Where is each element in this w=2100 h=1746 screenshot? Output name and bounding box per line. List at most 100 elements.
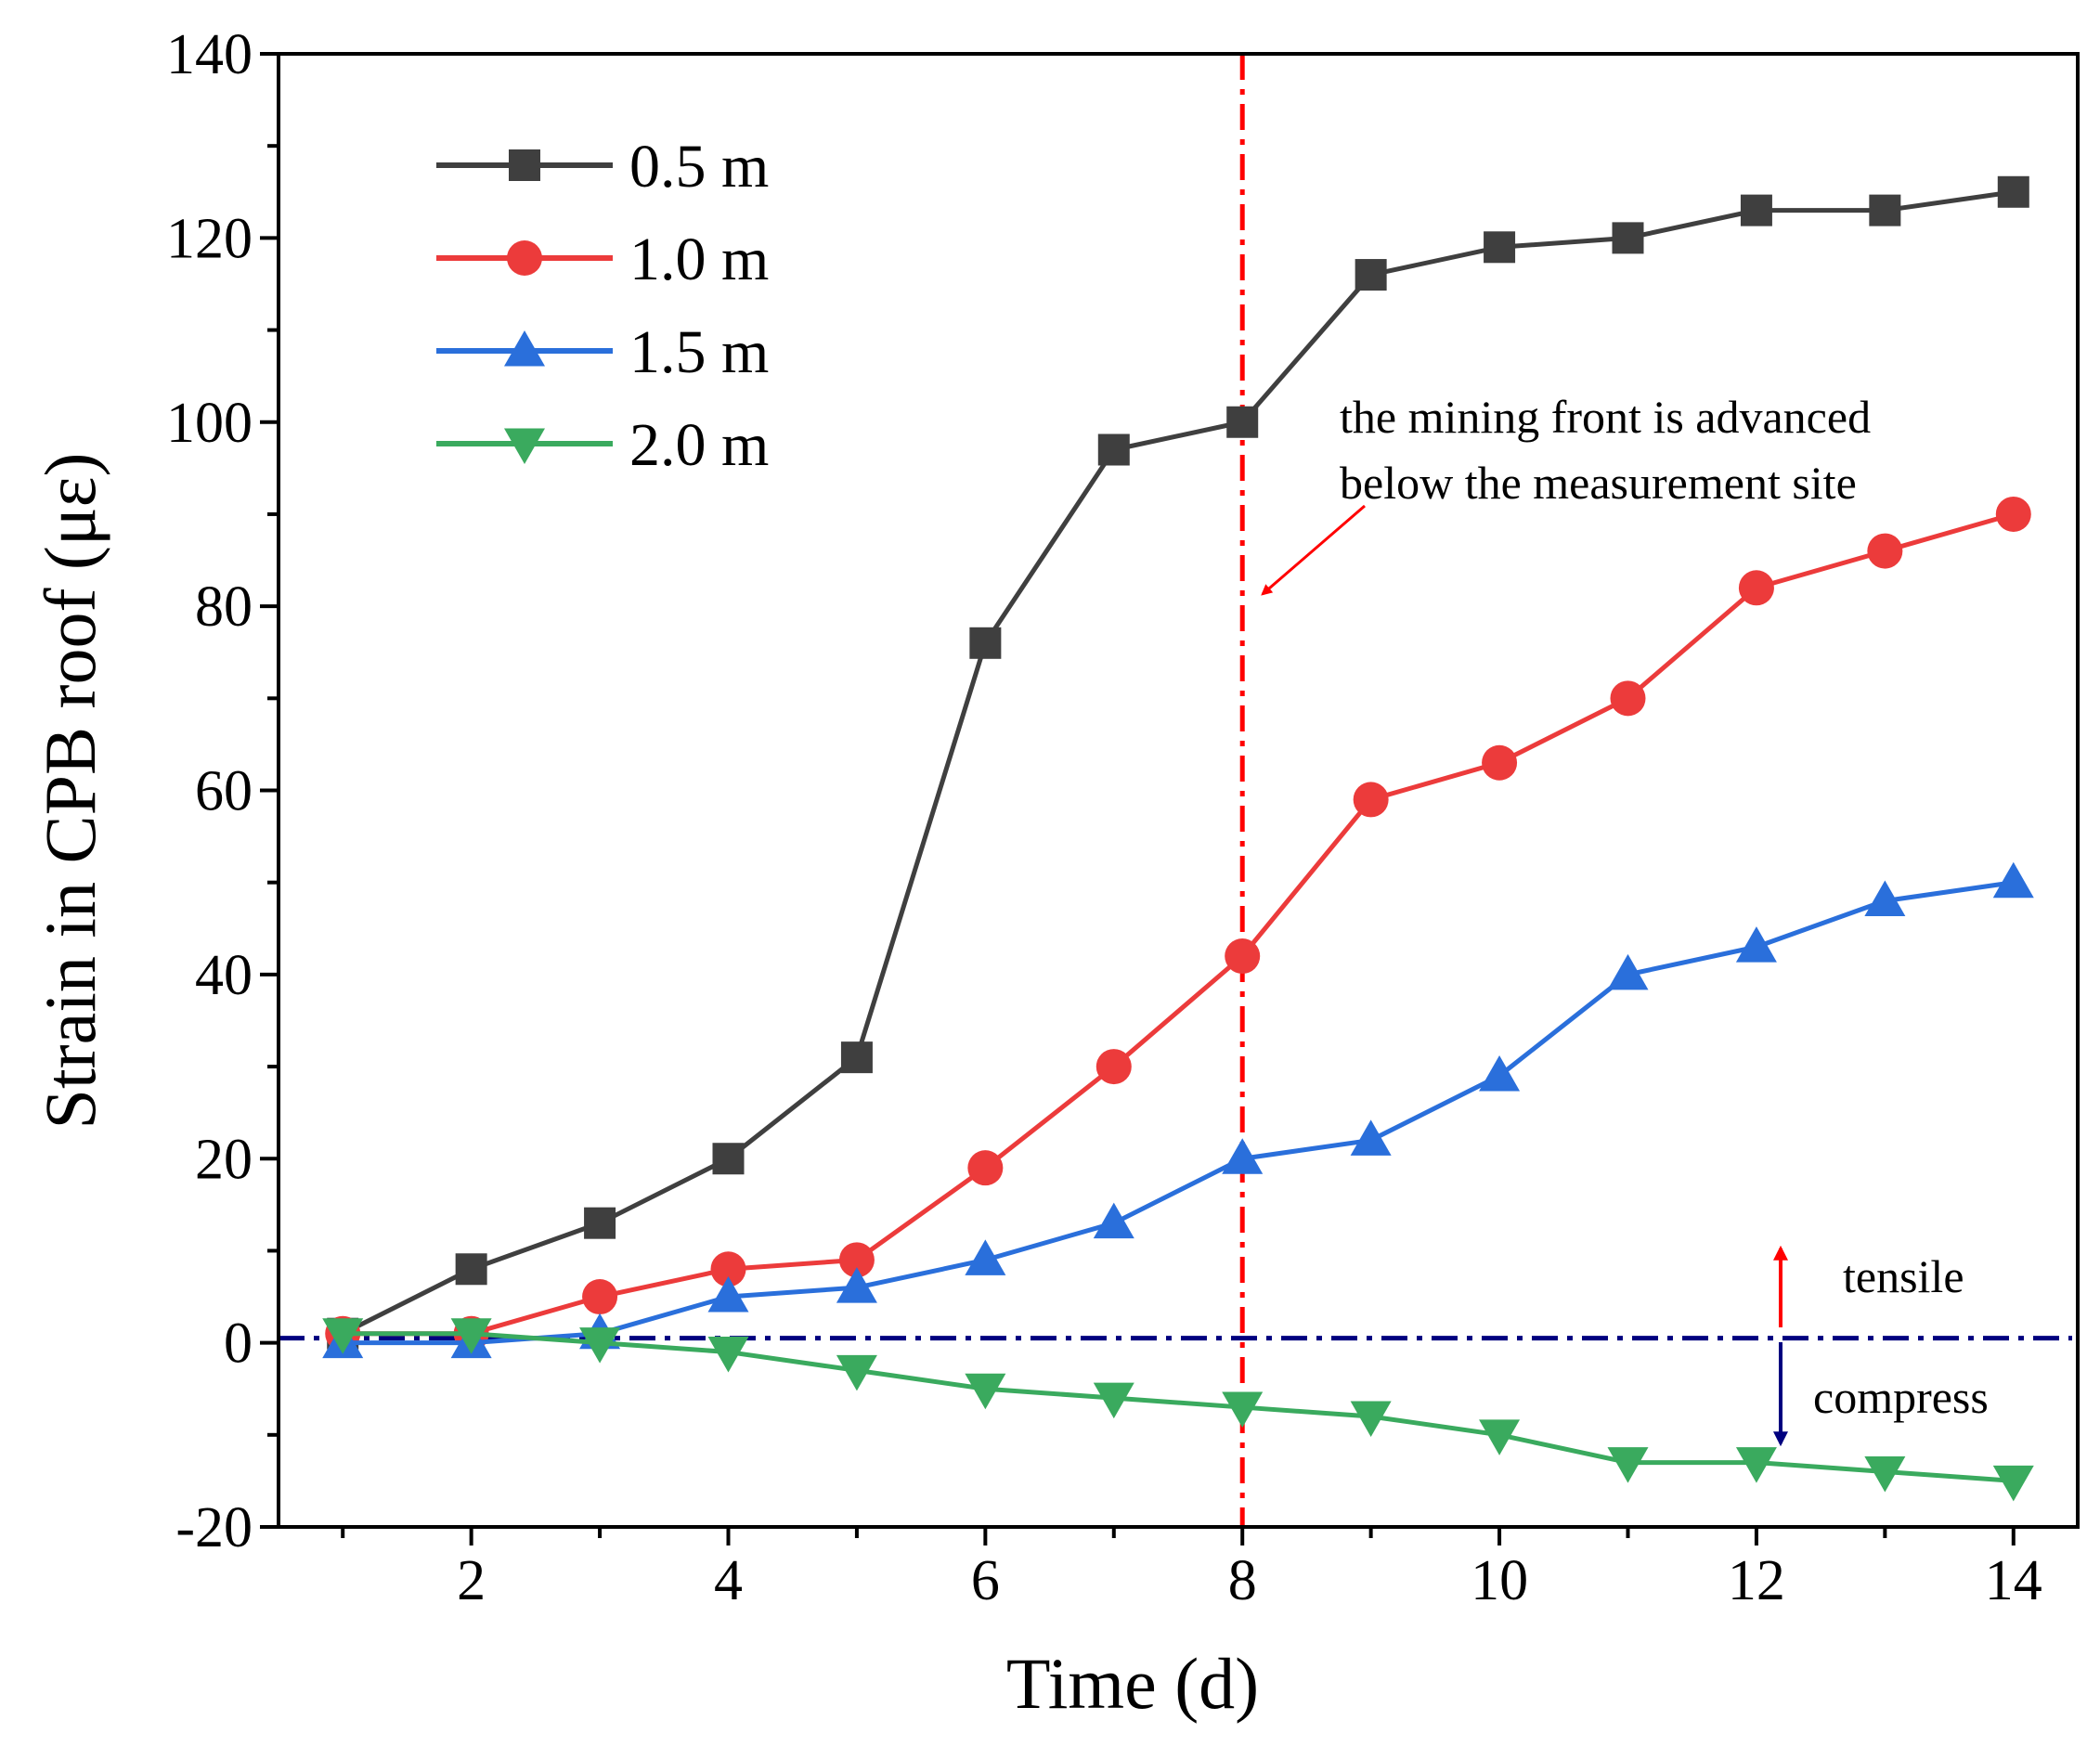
data-point (1350, 1401, 1392, 1437)
data-point (1607, 1447, 1649, 1483)
data-point (712, 1143, 745, 1175)
mining-front-text-line2: below the measurement site (1340, 457, 1857, 509)
x-tick-label: 12 (1728, 1549, 1785, 1612)
x-tick-label: 2 (457, 1549, 486, 1612)
legend-label: 0.5 m (629, 133, 769, 200)
data-point (1093, 1382, 1134, 1419)
x-tick-label: 6 (971, 1549, 1000, 1612)
y-tick-label: 140 (166, 23, 253, 86)
legend-label: 2.0 m (629, 411, 769, 479)
tensile-compress-annotation: tensile compress (1773, 1245, 1989, 1447)
x-axis-title: Time (d) (1006, 1643, 1259, 1724)
x-tick-label: 8 (1228, 1549, 1257, 1612)
data-point (1735, 1447, 1777, 1483)
data-point (1479, 1419, 1521, 1455)
series-line (343, 1331, 2014, 1483)
data-point (1355, 259, 1387, 291)
data-point (1350, 1119, 1392, 1156)
data-point (1095, 1049, 1132, 1085)
data-point (1097, 433, 1130, 466)
data-point (1997, 175, 2029, 208)
data-point (322, 1318, 364, 1354)
x-tick-label: 10 (1471, 1549, 1528, 1612)
data-point (1869, 194, 1901, 226)
data-point (1992, 861, 2034, 899)
plot-frame (277, 52, 2080, 1529)
data-point (965, 1239, 1006, 1275)
y-tick-label: 80 (195, 576, 253, 639)
data-point (840, 1041, 873, 1074)
x-tick-label: 14 (1985, 1549, 2042, 1612)
data-point (579, 1327, 621, 1364)
tick-marks (260, 52, 2016, 1546)
data-point (450, 1318, 492, 1354)
legend-label: 1.0 m (629, 226, 769, 293)
series-line (343, 511, 2015, 1337)
data-point (1482, 744, 1518, 781)
data-point (1353, 782, 1389, 818)
data-point (455, 1253, 487, 1286)
data-series (322, 175, 2034, 1502)
data-point (965, 1373, 1006, 1410)
legend-marker (504, 330, 545, 367)
y-tick-label: 20 (195, 1128, 253, 1191)
axes (277, 52, 2080, 1529)
y-tick-label: 120 (166, 207, 253, 270)
mining-front-arrow (1261, 504, 1366, 596)
data-point (707, 1337, 749, 1373)
data-point (1995, 496, 2031, 532)
data-point (1222, 1391, 1264, 1429)
series-line (342, 189, 2015, 1336)
y-axis-title: Strain in CPB roof (με) (30, 453, 110, 1130)
tensile-label: tensile (1843, 1250, 1964, 1302)
data-point (838, 1242, 875, 1278)
data-point (584, 1207, 616, 1239)
series-0-5m (327, 175, 2029, 1350)
x-tick-label: 4 (714, 1549, 743, 1612)
y-tick-label: 40 (195, 944, 253, 1007)
legend-item: 1.5 m (436, 318, 769, 386)
legend-item: 0.5 m (436, 133, 769, 200)
legend-marker (507, 240, 542, 276)
tick-labels: 2 4 6 8 10 12 14 -20 0 20 40 60 80 100 120 140 (166, 23, 2042, 1612)
legend-item: 2.0 m (436, 411, 769, 479)
legend-item: 1.0 m (436, 226, 769, 293)
data-point (1992, 1465, 2034, 1502)
data-point (836, 1354, 877, 1391)
y-tick-label: 60 (195, 760, 253, 823)
data-point (969, 627, 1002, 659)
data-point (707, 1276, 749, 1313)
series-line (343, 880, 2015, 1346)
y-tick-label: -20 (175, 1496, 253, 1559)
data-point (836, 1267, 877, 1303)
data-point (1226, 406, 1259, 438)
mining-front-annotation: the mining front is advanced below the m… (1261, 391, 1871, 596)
y-tick-label: 0 (224, 1313, 253, 1376)
data-point (1612, 222, 1644, 254)
data-point (1738, 570, 1774, 606)
reference-lines (279, 54, 2072, 1527)
data-point (1607, 953, 1649, 990)
y-tick-label: 100 (166, 392, 253, 455)
legend-label: 1.5 m (629, 318, 769, 386)
legend-marker (509, 149, 540, 181)
compress-label: compress (1813, 1371, 1989, 1423)
data-point (1864, 1455, 1906, 1493)
data-point (1735, 926, 1777, 963)
legend-marker (504, 428, 545, 464)
data-point (1484, 231, 1516, 264)
data-point (1225, 938, 1261, 975)
data-point (1610, 680, 1646, 717)
legend: 0.5 m 1.0 m 1.5 m 2.0 m (436, 133, 769, 479)
data-point (582, 1279, 618, 1315)
mining-front-text-line1: the mining front is advanced (1340, 391, 1871, 443)
series-1-5m (322, 861, 2034, 1359)
data-point (1740, 194, 1772, 226)
series-2-0m (322, 1318, 2034, 1502)
data-point (1864, 880, 1906, 917)
data-point (1867, 533, 1903, 569)
data-point (1093, 1202, 1134, 1239)
data-point (967, 1150, 1004, 1186)
series-1-0m (325, 496, 2031, 1352)
